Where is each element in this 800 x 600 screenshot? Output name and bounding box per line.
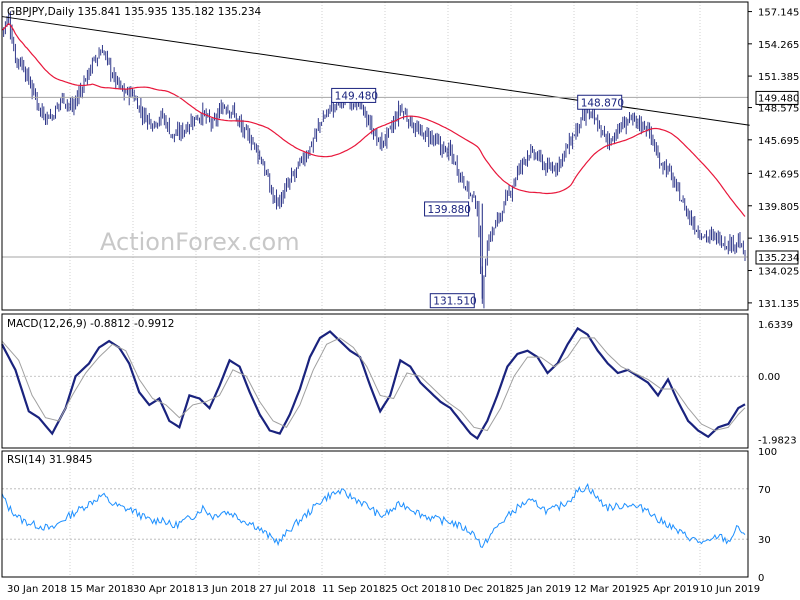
price-label-box	[755, 90, 799, 105]
date-tick-label: 11 Sep 2018	[322, 584, 385, 595]
date-tick-label: 25 Jan 2019	[511, 584, 571, 595]
rsi-panel-border	[1, 450, 749, 578]
annotation-label: 148.870	[581, 97, 624, 109]
annotation-box	[577, 94, 623, 110]
price-tick-label: 154.265	[758, 40, 799, 51]
trendline	[1, 16, 750, 126]
date-tick-label: 30 Apr 2018	[133, 584, 195, 595]
price-tick-label: 139.805	[758, 202, 799, 213]
price-tick-label: 131.135	[758, 299, 799, 310]
price-label-box	[755, 250, 799, 265]
date-tick-label: 25 Oct 2018	[385, 584, 447, 595]
rsi-line	[1, 483, 746, 549]
price-chart-header: GBPJPY,Daily 135.841 135.935 135.182 135…	[7, 6, 262, 18]
date-tick-label: 13 Jun 2018	[196, 584, 256, 595]
date-tick-label: 25 Apr 2019	[637, 584, 699, 595]
date-tick-label: 30 Jan 2018	[7, 584, 67, 595]
rsi-tick-label: 0	[758, 573, 764, 584]
macd-tick-label: 1.6339	[758, 320, 793, 331]
macd-title: MACD(12,26,9) -0.8812 -0.9912	[7, 318, 174, 330]
rsi-panel	[1, 483, 748, 549]
date-tick-label: 15 Mar 2018	[70, 584, 133, 595]
price-panel: 139.880 149.480 131.510 148.870	[1, 11, 750, 309]
date-tick-label: 10 Jun 2019	[700, 584, 760, 595]
price-tick-label: 142.695	[758, 169, 799, 180]
date-tick-label: 27 Jul 2018	[259, 584, 316, 595]
annotation-label: 139.880	[428, 204, 471, 216]
axes-layer: 30 Jan 2018 15 Mar 2018 30 Apr 2018 13 Jun …	[7, 8, 799, 595]
price-tick-label: 148.575	[758, 104, 799, 115]
date-tick-label: 10 Dec 2018	[448, 584, 512, 595]
moving-average-line	[1, 22, 746, 217]
annotation-box	[429, 293, 475, 309]
macd-panel	[1, 326, 748, 440]
watermark: ActionForex.com	[100, 228, 300, 256]
rsi-tick-label: 100	[758, 447, 777, 458]
price-panel-border	[1, 1, 749, 311]
annotation-box	[331, 87, 377, 103]
price-label: 149.480	[758, 93, 799, 104]
price-tick-label: 134.025	[758, 267, 799, 278]
date-tick-label: 12 Mar 2019	[574, 584, 637, 595]
macd-tick-label: -1.9823	[758, 435, 797, 446]
grid-layer	[69, 2, 701, 577]
price-tick-label: 145.695	[758, 136, 799, 147]
price-tick-label: 136.915	[758, 234, 799, 245]
annotation-label: 131.510	[433, 296, 476, 308]
macd-tick-label: 0.00	[758, 372, 780, 383]
rsi-title: RSI(14) 31.9845	[7, 454, 92, 466]
annotation-label: 149.480	[335, 90, 378, 102]
price-tick-label: 157.145	[758, 8, 799, 19]
macd-signal-line	[1, 337, 746, 432]
price-tick-label: 151.385	[758, 72, 799, 83]
annotation-box	[424, 201, 470, 217]
rsi-tick-label: 30	[758, 535, 771, 546]
rsi-tick-label: 70	[758, 485, 771, 496]
macd-line	[1, 326, 746, 440]
price-label: 135.234	[758, 253, 799, 264]
macd-panel-border	[1, 313, 749, 449]
